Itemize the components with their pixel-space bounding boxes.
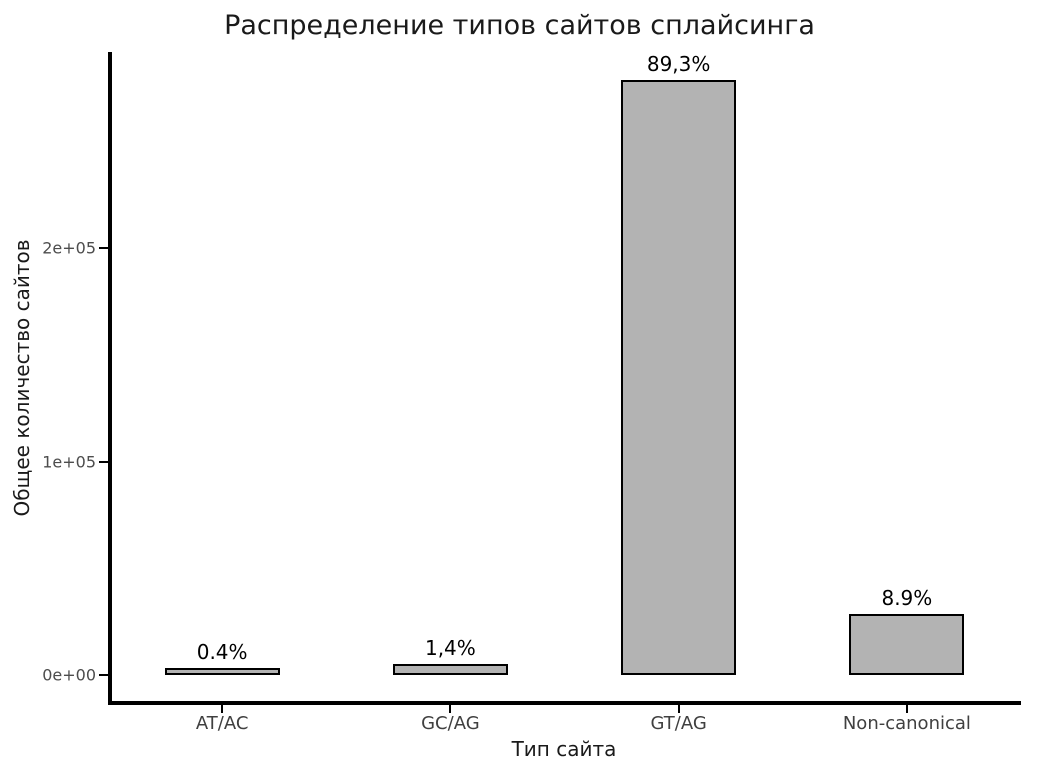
y-tick-mark: [99, 460, 108, 463]
y-axis-title: Общее количество сайтов: [10, 239, 34, 517]
x-tick-label: GC/AG: [421, 713, 480, 734]
y-tick-label: 2e+05: [42, 238, 96, 258]
x-tick-label: AT/AC: [195, 713, 249, 734]
x-tick-mark: [677, 705, 680, 713]
x-axis-title: Тип сайта: [511, 737, 617, 761]
x-tick-mark: [221, 705, 224, 713]
bar-gc-ag: [392, 664, 508, 676]
bar-value-label: 89,3%: [646, 51, 711, 76]
chart-title: Распределение типов сайтов сплайсинга: [224, 10, 815, 41]
x-tick-label: Non-canonical: [842, 713, 971, 734]
bar-non-canonical: [849, 614, 965, 676]
bar-value-label: 8.9%: [881, 586, 933, 611]
x-tick-mark: [905, 705, 908, 713]
y-tick-mark: [99, 674, 108, 677]
bar-at-ac: [164, 668, 280, 676]
y-tick-label: 0e+00: [42, 665, 96, 685]
x-tick-mark: [449, 705, 452, 713]
y-tick-mark: [99, 247, 108, 250]
y-tick-label: 1e+05: [42, 452, 96, 472]
bar-value-label: 0.4%: [196, 640, 248, 665]
bar-value-label: 1,4%: [424, 636, 476, 661]
bar-gt-ag: [621, 79, 737, 676]
x-tick-label: GT/AG: [650, 713, 707, 734]
plot-panel: [108, 52, 1021, 705]
